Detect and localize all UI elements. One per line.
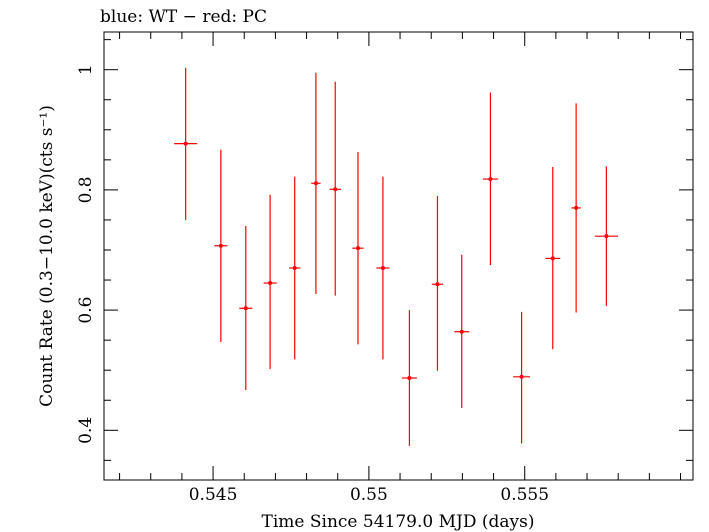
- plot-frame: [103, 31, 694, 481]
- data-point: [574, 205, 579, 210]
- data-point: [407, 376, 412, 381]
- data-point: [435, 282, 440, 287]
- data-point: [333, 187, 338, 192]
- data-point: [313, 181, 318, 186]
- chart-title: blue: WT − red: PC: [100, 7, 267, 27]
- y-tick-label: 0.6: [76, 297, 96, 324]
- x-tick-label: 0.55: [350, 485, 388, 505]
- data-point: [488, 177, 493, 182]
- data-point: [380, 266, 385, 271]
- data-point: [183, 141, 188, 146]
- data-series: [174, 67, 618, 446]
- y-tick-label: 0.8: [76, 176, 96, 203]
- y-axis: 0.4 0.6 0.8 1: [76, 39, 693, 461]
- data-point: [268, 281, 273, 286]
- data-point: [355, 246, 360, 251]
- x-axis: 0.545 0.55 0.555: [119, 32, 682, 505]
- y-axis-label: Count Rate (0.3−10.0 keV)(cts s⁻¹): [37, 105, 57, 407]
- data-point: [519, 374, 524, 379]
- data-point: [604, 234, 609, 239]
- data-point: [218, 243, 223, 248]
- data-point: [459, 329, 464, 334]
- data-point: [550, 256, 555, 261]
- x-tick-label: 0.555: [500, 485, 549, 505]
- x-tick-label: 0.545: [189, 485, 238, 505]
- x-axis-label: Time Since 54179.0 MJD (days): [262, 512, 535, 532]
- data-point: [243, 306, 248, 311]
- y-tick-label: 1: [76, 64, 96, 75]
- data-point: [292, 266, 297, 271]
- y-tick-label: 0.4: [76, 417, 96, 444]
